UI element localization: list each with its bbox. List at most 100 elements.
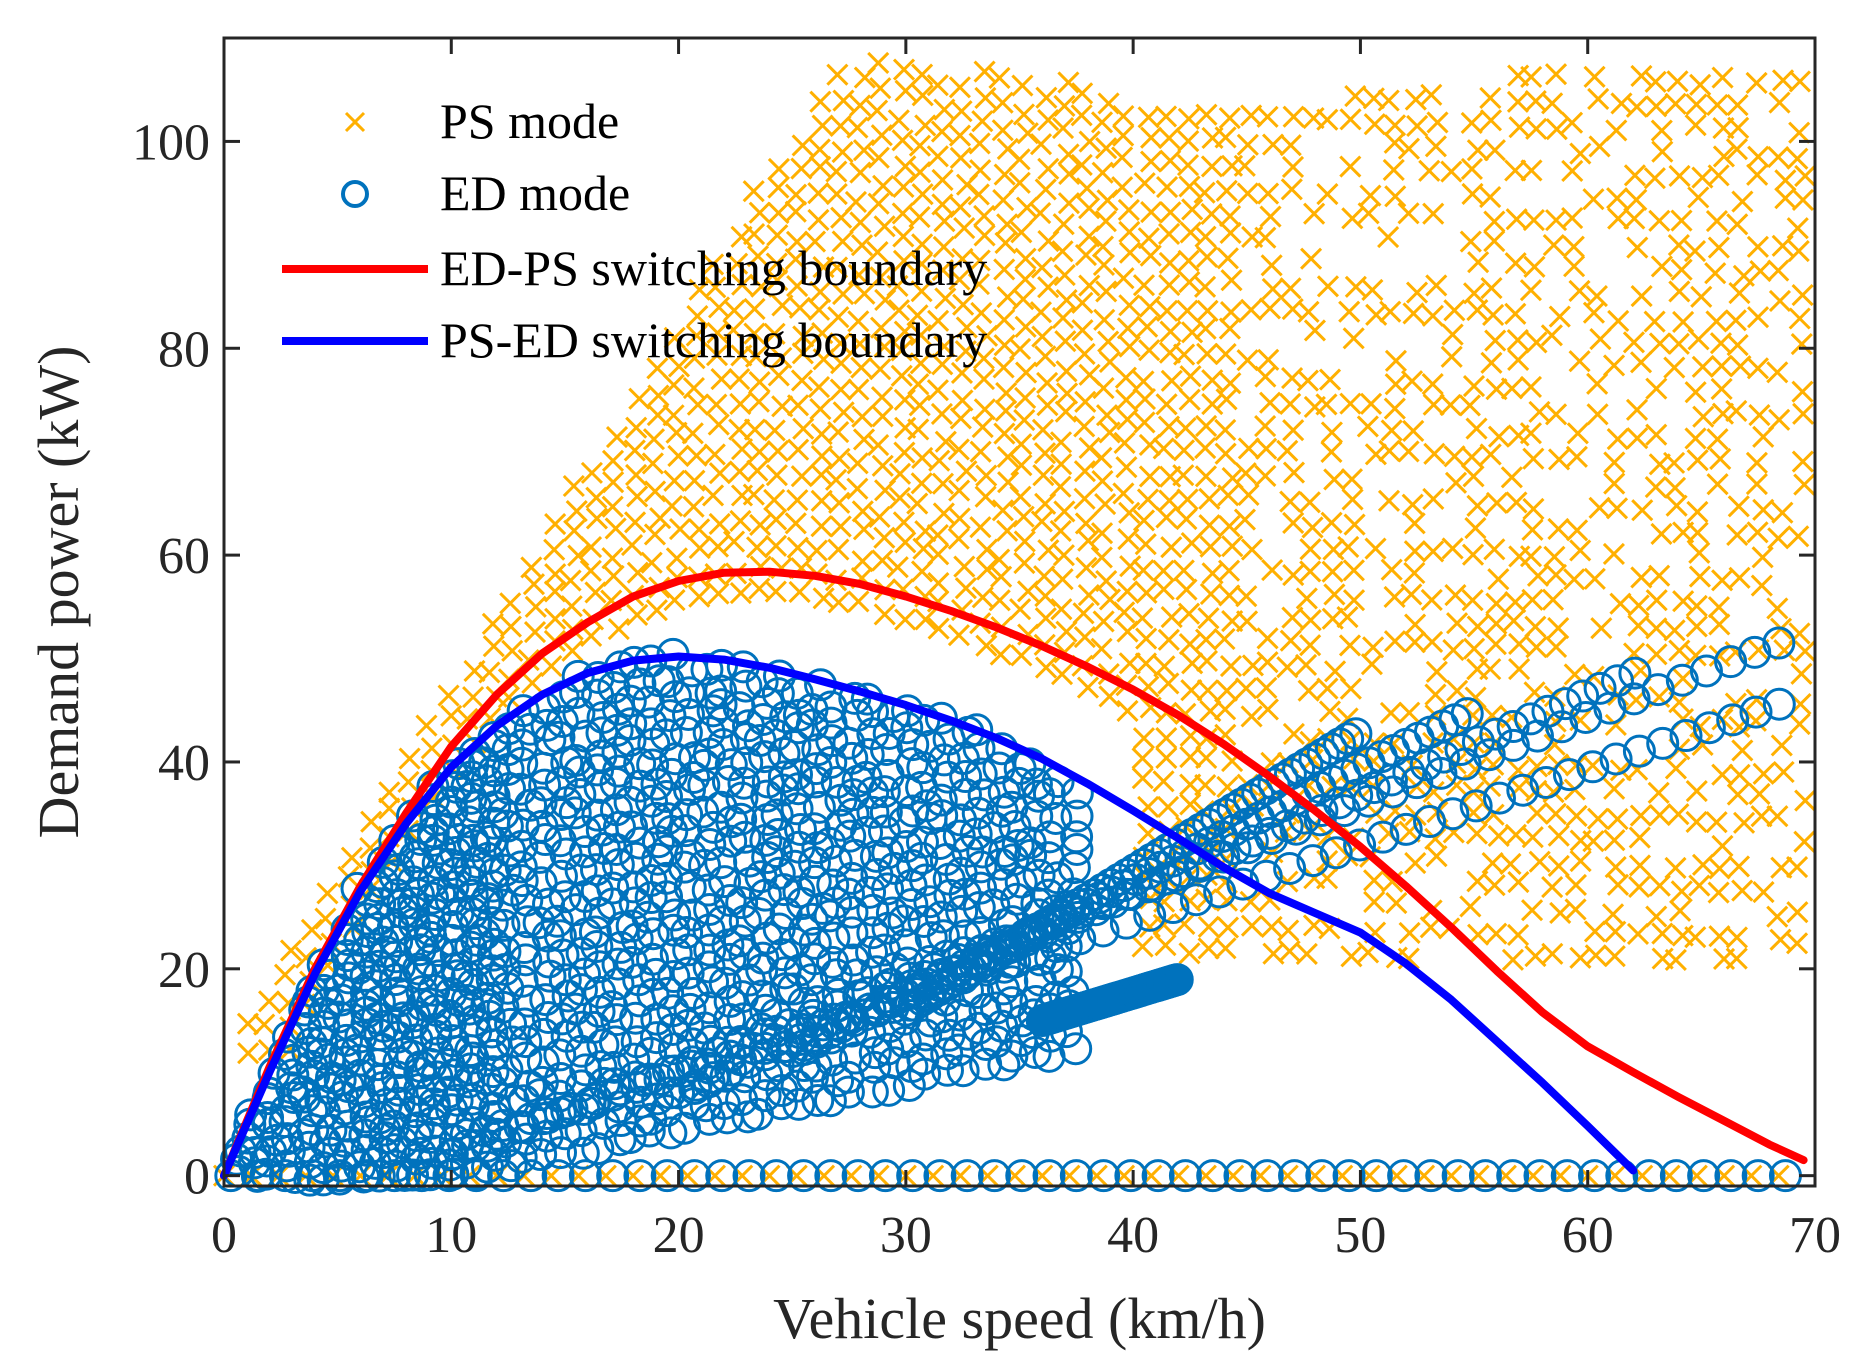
ps-mode-marker [1131,767,1154,790]
ed-mode-marker [483,1119,517,1153]
ed-mode-marker [798,926,832,960]
ps-mode-marker [1402,419,1425,442]
ps-mode-marker [688,518,711,541]
ps-mode-marker [1733,811,1756,834]
y-tick-label: 0 [184,1149,210,1206]
ps-mode-marker [1298,491,1321,514]
ps-mode-marker [1341,488,1364,511]
ps-mode-marker [1519,545,1543,568]
ps-mode-marker [1256,627,1279,650]
ed-mode-marker [778,730,812,764]
ed-mode-marker [542,1079,576,1113]
ps-mode-marker [926,145,949,168]
ps-mode-marker [544,607,567,630]
ps-mode-marker [626,561,649,584]
ps-mode-marker [1196,299,1219,322]
ps-mode-marker [927,617,950,640]
ps-mode-marker [1418,159,1441,182]
ps-mode-marker [1704,262,1727,285]
ps-mode-marker [1341,207,1364,230]
ed-mode-marker [532,887,566,921]
ps-mode-marker [995,381,1018,405]
ps-mode-marker [1464,517,1487,540]
ps-mode-marker [1260,915,1283,939]
ed-mode-marker [704,688,738,722]
legend-label-ed-ps-boundary: ED-PS switching boundary [440,240,987,296]
ps-mode-marker [1034,178,1057,201]
ps-mode-marker [580,461,603,484]
ps-mode-marker [1364,443,1387,466]
ps-mode-marker [1029,301,1053,324]
ps-mode-marker [947,527,970,550]
ps-mode-marker [1140,200,1163,224]
ps-mode-marker [1132,727,1155,750]
ed-mode-marker [323,1159,357,1193]
ed-mode-marker [619,841,653,875]
ed-mode-marker [1738,635,1772,669]
ps-mode-marker [626,485,649,508]
ps-mode-marker [953,217,976,240]
ps-mode-marker [1011,74,1034,97]
ps-mode-marker [847,310,870,333]
ps-mode-marker [1343,513,1366,536]
ps-mode-marker [1443,445,1466,468]
ps-mode-marker [1031,325,1054,348]
ed-mode-marker [1060,799,1094,833]
ps-mode-marker [886,274,909,297]
ps-mode-marker [849,161,872,184]
ed-mode-marker [964,871,998,905]
ed-mode-marker [1000,882,1034,916]
ed-mode-marker [960,713,994,747]
ps-mode-marker [825,468,848,491]
ps-mode-marker [991,119,1014,142]
ps-mode-marker [1360,392,1383,415]
ps-mode-marker [991,91,1014,114]
ed-mode-marker [923,1159,957,1193]
ps-mode-marker [763,419,786,442]
ps-mode-marker [1525,755,1549,778]
ed-mode-marker [579,1082,613,1116]
ed-mode-marker [729,669,763,703]
ps-mode-marker [703,443,726,466]
ps-mode-marker [1648,209,1671,232]
ps-mode-marker [1036,371,1059,394]
ed-mode-marker [802,790,836,824]
ps-mode-marker [1793,830,1816,853]
ps-mode-marker [1254,226,1277,249]
ps-mode-marker [1561,159,1584,183]
ps-mode-marker [1711,763,1734,786]
ed-mode-marker [1413,805,1447,839]
ps-mode-marker [767,364,790,387]
ps-mode-marker [1588,496,1611,519]
ps-mode-marker [1625,95,1648,118]
ed-mode-marker [871,872,905,906]
ps-mode-marker [871,405,894,428]
ed-mode-marker [596,1078,630,1112]
ps-mode-marker [1138,465,1162,488]
ps-mode-marker [1051,116,1075,140]
ps-mode-marker [931,193,954,216]
ps-mode-marker [971,110,994,133]
ps-mode-marker [1194,437,1217,460]
ps-mode-marker [1482,753,1505,776]
ps-mode-marker [928,449,951,472]
ps-mode-marker [1521,826,1544,849]
ps-mode-marker [1446,612,1469,635]
ed-mode-marker [1216,792,1250,826]
x-tick-label: 30 [880,1207,932,1264]
ps-mode-marker [1607,309,1630,333]
ps-mode-marker [890,339,913,362]
ps-mode-marker [1603,451,1626,474]
ps-mode-marker [846,116,869,139]
ed-mode-marker [542,720,576,754]
ed-mode-marker [949,760,983,794]
ps-mode-marker [729,582,752,605]
ps-mode-marker [1133,387,1157,411]
ps-mode-marker [810,463,833,486]
ps-mode-marker [784,512,807,535]
ed-mode-marker [853,875,887,909]
ps-mode-marker [1030,256,1054,279]
ps-mode-marker [1603,354,1626,377]
ps-mode-marker [1135,581,1158,604]
ps-mode-marker [1461,543,1485,566]
